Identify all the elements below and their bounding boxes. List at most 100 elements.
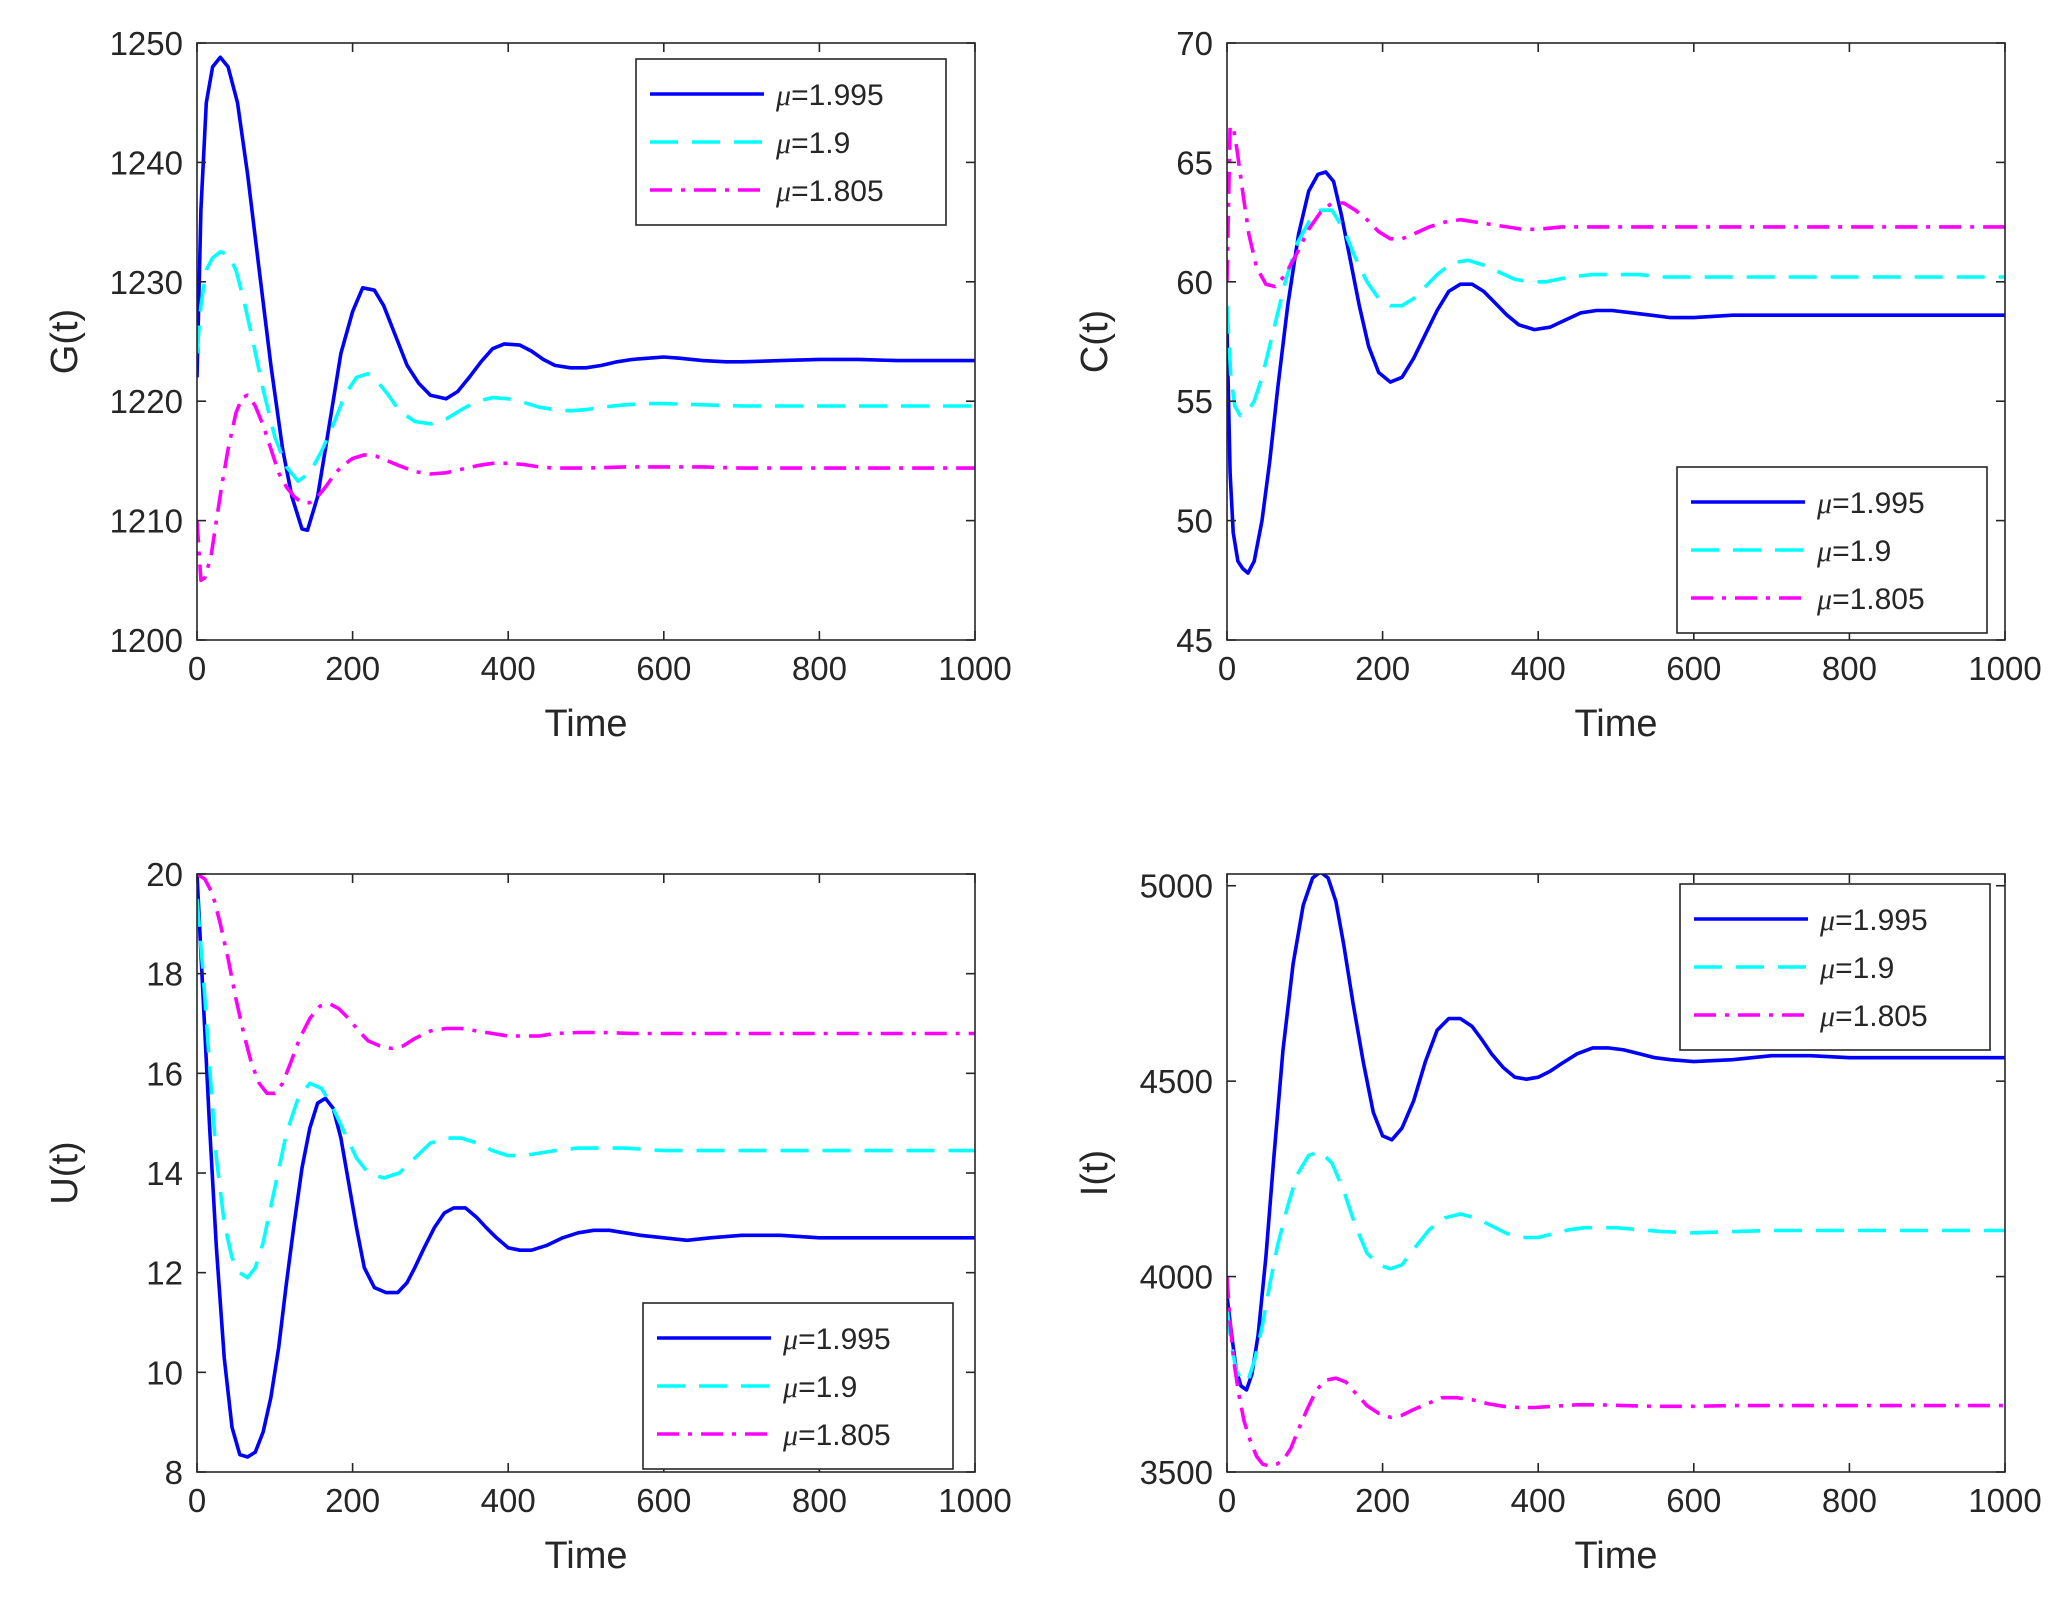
- y-tick-label: 10: [146, 1354, 183, 1391]
- legend-value: =1.805: [791, 175, 884, 208]
- legend-mu-symbol: μ: [1819, 952, 1835, 985]
- y-tick-label: 60: [1176, 264, 1213, 301]
- legend-value: =1.995: [791, 79, 884, 112]
- x-tick-label: 200: [325, 1482, 380, 1519]
- chart-panel-2: 0 200 400 600 800 10008101214161820TimeU(t)μ=…: [44, 856, 1012, 1577]
- series-line-2: [1227, 1276, 2005, 1468]
- y-tick-label: 1240: [110, 144, 183, 181]
- x-tick-label: 800: [792, 1482, 847, 1519]
- x-tick-label: 600: [1666, 1482, 1721, 1519]
- x-tick-label: 200: [325, 650, 380, 687]
- x-tick-label: 600: [636, 650, 691, 687]
- legend-value: =1.9: [1832, 535, 1891, 568]
- y-tick-label: 45: [1176, 622, 1213, 659]
- legend-mu-symbol: μ: [782, 1323, 798, 1356]
- chart-panel-3: 0 200 400 600 800 1000 3500 4000 4500 5000 Time I(t…: [1074, 868, 2042, 1577]
- y-axis-label: I(t): [1074, 1150, 1116, 1196]
- x-tick-label: 200: [1355, 650, 1410, 687]
- x-tick-label: 1000: [938, 1482, 1011, 1519]
- series-line-0: [1227, 874, 2005, 1392]
- legend-label-2: μ=1.805: [1816, 583, 1925, 616]
- legend-label-0: μ=1.995: [1816, 487, 1925, 520]
- series-line-2: [197, 874, 975, 1096]
- legend-label-2: μ=1.805: [1819, 1000, 1928, 1033]
- legend-box: [1679, 883, 1991, 1051]
- y-tick-label: 70: [1176, 25, 1213, 62]
- legend-value: =1.995: [1832, 487, 1925, 520]
- x-tick-label: 600: [1666, 650, 1721, 687]
- legend-box: [1676, 466, 1988, 634]
- legend-value: =1.9: [1835, 952, 1894, 985]
- y-axis-label: G(t): [44, 309, 86, 374]
- x-tick-label: 800: [1822, 1482, 1877, 1519]
- series-line-1: [1227, 208, 2005, 418]
- legend-value: =1.9: [798, 1371, 857, 1404]
- y-tick-label: 12: [146, 1255, 183, 1292]
- legend-mu-symbol: μ: [1816, 487, 1832, 520]
- legend-value: =1.805: [798, 1419, 891, 1452]
- y-tick-label: 1230: [110, 264, 183, 301]
- chart-panel-0: 0 200 400 600 800 1000 1200 1210 1220 1230 1240 125…: [44, 25, 1012, 745]
- y-tick-label: 4000: [1140, 1259, 1213, 1296]
- legend-mu-symbol: μ: [1819, 1000, 1835, 1033]
- legend-label-1: μ=1.9: [782, 1371, 857, 1404]
- chart-panel-1: 0 200 400 600 800 1000455055606570TimeC(t)μ=1…: [1074, 25, 2042, 745]
- legend-value: =1.9: [791, 127, 850, 160]
- legend-label-0: μ=1.995: [775, 79, 884, 112]
- x-tick-label: 0: [188, 1482, 206, 1519]
- y-tick-label: 16: [146, 1055, 183, 1092]
- x-axis-label: Time: [1574, 1535, 1657, 1577]
- legend-label-1: μ=1.9: [775, 127, 850, 160]
- legend-label-1: μ=1.9: [1819, 952, 1894, 985]
- y-tick-label: 5000: [1140, 868, 1213, 905]
- legend-mu-symbol: μ: [1819, 904, 1835, 937]
- axes-box: [196, 42, 976, 641]
- x-tick-label: 800: [1822, 650, 1877, 687]
- x-tick-label: 400: [1511, 650, 1566, 687]
- series-line-0: [197, 55, 975, 532]
- y-tick-label: 20: [146, 856, 183, 893]
- x-tick-label: 1000: [1968, 650, 2041, 687]
- series-line-2: [1227, 124, 2005, 289]
- x-tick-label: 200: [1355, 1482, 1410, 1519]
- y-tick-label: 14: [146, 1155, 183, 1192]
- axes-box: [1226, 873, 2006, 1473]
- legend-box: [642, 1302, 954, 1470]
- x-tick-label: 600: [636, 1482, 691, 1519]
- legend-label-2: μ=1.805: [782, 1419, 891, 1452]
- x-tick-label: 0: [1218, 650, 1236, 687]
- y-tick-label: 18: [146, 956, 183, 993]
- legend-value: =1.995: [798, 1323, 891, 1356]
- legend-mu-symbol: μ: [775, 127, 791, 160]
- y-tick-label: 65: [1176, 144, 1213, 181]
- y-tick-label: 8: [165, 1454, 183, 1491]
- x-tick-label: 0: [1218, 1482, 1236, 1519]
- x-tick-label: 400: [1511, 1482, 1566, 1519]
- legend-box: [635, 58, 947, 226]
- x-tick-label: 1000: [938, 650, 1011, 687]
- legend-label-0: μ=1.995: [782, 1323, 891, 1356]
- axes-box: [1226, 42, 2006, 641]
- y-tick-label: 50: [1176, 503, 1213, 540]
- y-axis-label: C(t): [1074, 310, 1116, 373]
- series-line-1: [197, 250, 975, 483]
- legend-mu-symbol: μ: [775, 175, 791, 208]
- series-line-0: [1227, 170, 2005, 575]
- legend-mu-symbol: μ: [1816, 583, 1832, 616]
- legend-value: =1.995: [1835, 904, 1928, 937]
- legend-value: =1.805: [1832, 583, 1925, 616]
- y-tick-label: 3500: [1140, 1454, 1213, 1491]
- legend-mu-symbol: μ: [775, 79, 791, 112]
- y-tick-label: 1200: [110, 622, 183, 659]
- x-axis-label: Time: [544, 703, 627, 745]
- y-tick-label: 1250: [110, 25, 183, 62]
- y-tick-label: 55: [1176, 383, 1213, 420]
- x-tick-label: 800: [792, 650, 847, 687]
- legend-label-1: μ=1.9: [1816, 535, 1891, 568]
- y-axis-label: U(t): [44, 1141, 86, 1204]
- y-tick-label: 1210: [110, 503, 183, 540]
